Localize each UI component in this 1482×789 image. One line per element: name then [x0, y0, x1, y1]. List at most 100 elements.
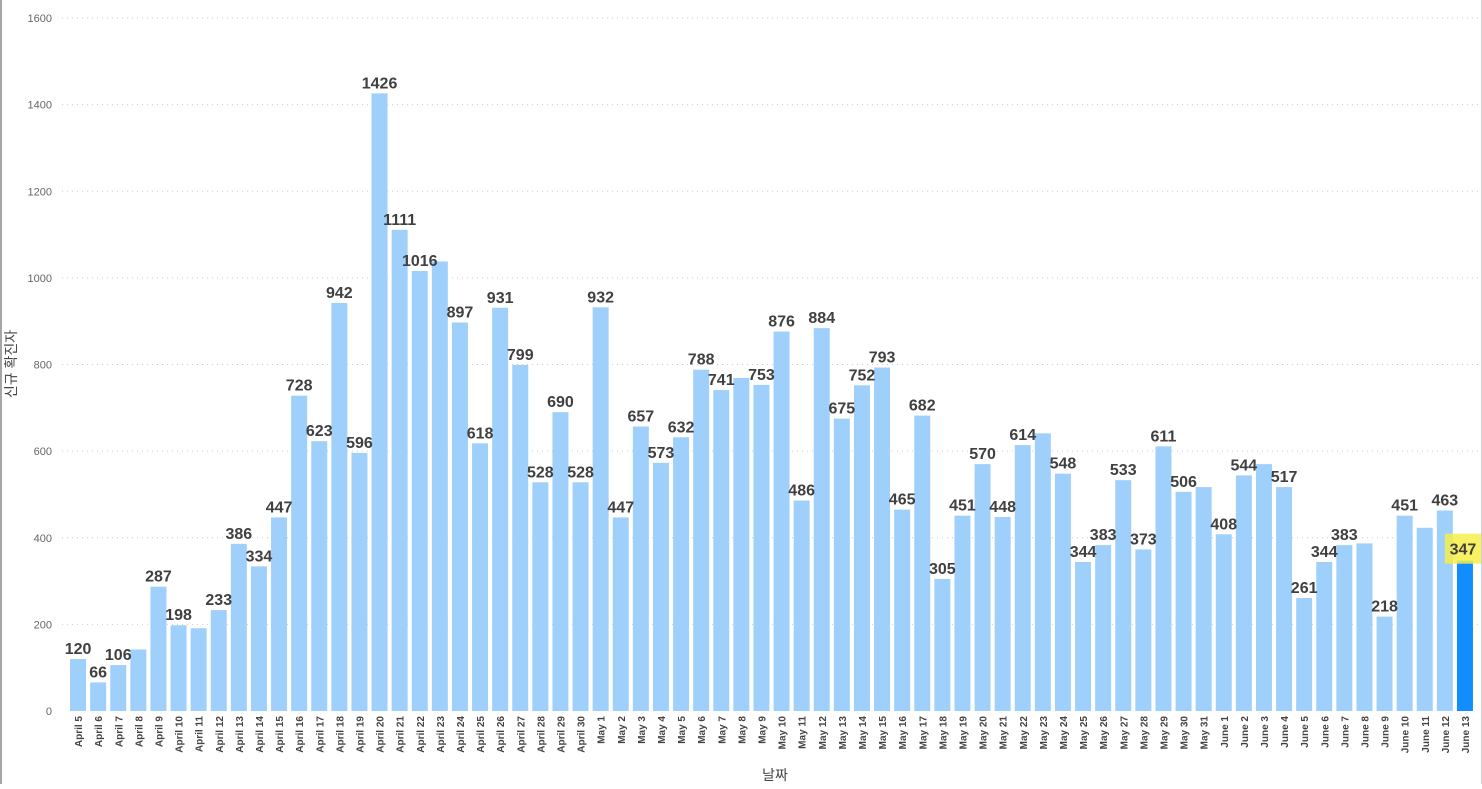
bar[interactable] [190, 628, 207, 711]
bar[interactable] [1215, 534, 1232, 711]
bar[interactable] [130, 649, 147, 712]
bar[interactable] [934, 578, 951, 711]
bar[interactable] [894, 509, 911, 711]
bar[interactable] [552, 412, 569, 711]
bar[interactable] [411, 270, 428, 711]
bar[interactable] [331, 303, 348, 711]
bar[interactable] [853, 385, 870, 711]
bar[interactable] [1416, 527, 1433, 711]
bar[interactable] [693, 369, 710, 711]
bar[interactable] [1115, 480, 1132, 711]
bar[interactable] [1356, 543, 1373, 711]
left-border [0, 0, 2, 784]
bar[interactable] [974, 464, 991, 711]
x-tick-label: May 29 [1159, 716, 1170, 750]
bar[interactable] [1255, 464, 1272, 711]
x-tick-label: May 19 [958, 716, 969, 750]
bar[interactable] [291, 395, 308, 711]
bar[interactable] [914, 415, 931, 711]
data-label: 611 [1151, 428, 1177, 445]
bar[interactable] [1195, 487, 1212, 711]
bar[interactable] [230, 543, 247, 711]
bar[interactable] [1316, 562, 1333, 711]
bar[interactable] [451, 322, 468, 711]
bar[interactable] [512, 364, 529, 711]
bar[interactable] [271, 517, 288, 711]
data-label: 287 [145, 569, 172, 586]
bar[interactable] [90, 682, 107, 711]
bar[interactable] [110, 665, 127, 711]
data-label: 690 [547, 394, 574, 411]
bar[interactable] [371, 93, 388, 712]
bar[interactable] [1235, 475, 1252, 711]
bar[interactable] [874, 367, 891, 711]
bar[interactable] [472, 443, 489, 711]
x-tick-label: April 15 [275, 716, 286, 753]
data-label: 486 [788, 483, 815, 500]
x-tick-label: May 26 [1099, 716, 1110, 750]
y-tick-label: 200 [34, 619, 52, 631]
bar[interactable] [311, 441, 328, 711]
bar[interactable] [431, 261, 448, 711]
bar[interactable] [733, 377, 750, 711]
x-tick-label: April 6 [94, 716, 105, 748]
x-tick-label: May 8 [737, 716, 748, 744]
bar[interactable] [351, 452, 368, 711]
data-label: 682 [909, 398, 936, 415]
bar[interactable] [170, 625, 187, 711]
y-tick-label: 400 [34, 533, 52, 545]
data-label: 383 [1090, 527, 1117, 544]
bar[interactable] [1456, 560, 1473, 711]
bar[interactable] [1376, 616, 1393, 711]
x-tick-label: June 4 [1280, 716, 1291, 748]
bar[interactable] [150, 586, 167, 711]
bar[interactable] [632, 426, 649, 711]
data-label: 1111 [383, 212, 416, 229]
bar[interactable] [1175, 491, 1192, 711]
bar[interactable] [793, 500, 810, 712]
data-label: 931 [487, 290, 514, 307]
bar[interactable] [713, 390, 730, 711]
x-tick-label: May 5 [677, 716, 688, 744]
bar[interactable] [592, 307, 609, 711]
bar[interactable] [1054, 473, 1071, 711]
bar[interactable] [753, 384, 770, 711]
bar[interactable] [954, 515, 971, 711]
bar[interactable] [70, 659, 87, 711]
x-tick-label: June 12 [1441, 716, 1452, 754]
x-tick-label: June 10 [1401, 716, 1412, 754]
x-tick-label: June 8 [1360, 716, 1371, 748]
bar[interactable] [1396, 515, 1413, 711]
bar[interactable] [1155, 446, 1172, 711]
bar[interactable] [1075, 562, 1092, 711]
bar[interactable] [1034, 433, 1051, 711]
data-label: 614 [1009, 427, 1036, 444]
bar[interactable] [994, 516, 1011, 711]
x-tick-label: May 9 [757, 716, 768, 744]
bar[interactable] [612, 517, 629, 711]
bar[interactable] [652, 462, 669, 711]
bar[interactable] [1014, 445, 1031, 711]
bar[interactable] [813, 328, 830, 711]
bar[interactable] [572, 482, 589, 711]
bar[interactable] [833, 418, 850, 711]
data-label: 106 [105, 647, 132, 664]
bar[interactable] [673, 437, 690, 711]
bar[interactable] [250, 566, 267, 711]
bar[interactable] [391, 229, 408, 712]
bar[interactable] [773, 331, 790, 711]
data-label: 517 [1271, 469, 1298, 486]
bar[interactable] [492, 307, 509, 711]
data-label: 347 [1450, 542, 1477, 559]
bar[interactable] [1095, 545, 1112, 711]
bar[interactable] [1336, 545, 1353, 711]
bar[interactable] [532, 482, 549, 711]
bar[interactable] [1135, 549, 1152, 711]
bar[interactable] [1296, 597, 1313, 711]
data-label: 383 [1331, 527, 1358, 544]
data-label: 198 [165, 607, 192, 624]
bar[interactable] [1276, 487, 1293, 711]
bar[interactable] [210, 610, 227, 711]
